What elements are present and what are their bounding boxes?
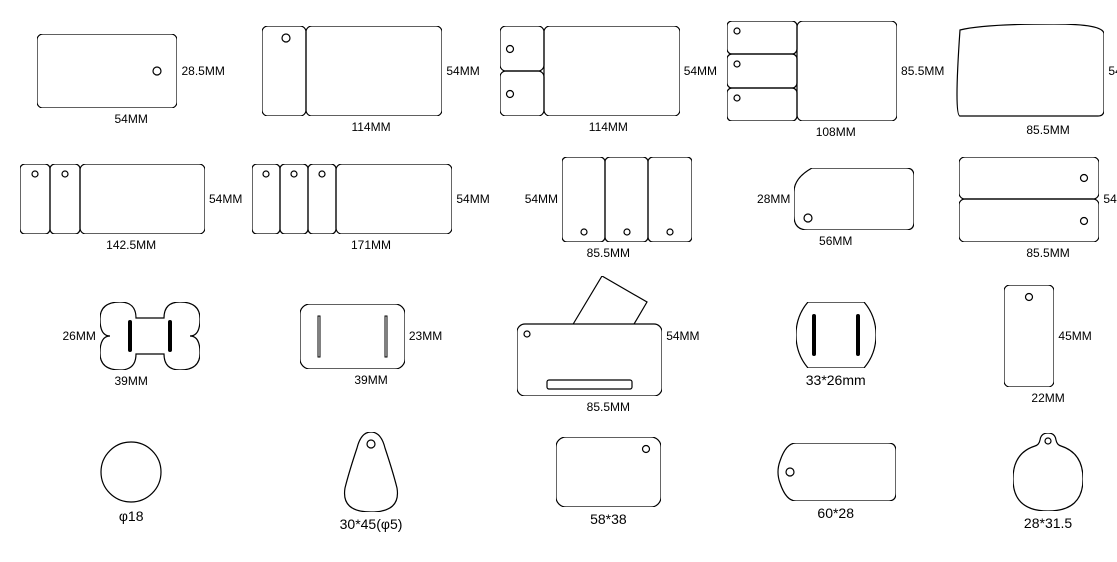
w-label: 171MM xyxy=(351,238,391,252)
h-label: 54MM xyxy=(525,192,558,206)
r4c3: 58*38 xyxy=(500,422,717,542)
r2c5: 54MM 85.5MM xyxy=(954,148,1117,268)
h-label: 54MM xyxy=(209,192,242,206)
w-label: 39MM xyxy=(115,374,148,388)
w-label: 85.5MM xyxy=(1026,123,1069,137)
h-label: 85.5MM xyxy=(901,64,944,78)
h-label: 54MM xyxy=(1103,192,1117,206)
h-label: 54MM xyxy=(446,64,479,78)
r1c5: 54MM 85.5MM xyxy=(954,20,1117,140)
caption: 30*45(φ5) xyxy=(340,516,403,532)
r2c2: 54MM 171MM xyxy=(252,148,489,268)
r2c3: 54MM 85.5MM xyxy=(500,148,717,268)
h-label: 54MM xyxy=(1108,64,1117,78)
w-label: 114MM xyxy=(351,120,390,134)
r1c2: 54MM 114MM xyxy=(252,20,489,140)
w-label: 85.5MM xyxy=(587,400,630,414)
r4c2: 30*45(φ5) xyxy=(252,422,489,542)
r1c4: 85.5MM 108MM xyxy=(727,20,944,140)
w-label: 39MM xyxy=(354,373,387,387)
w-label: 54MM xyxy=(115,112,148,126)
h-label: 28MM xyxy=(757,192,790,206)
w-label: 22MM xyxy=(1031,391,1064,405)
caption: 33*26mm xyxy=(806,372,866,388)
r2c4: 28MM 56MM xyxy=(727,148,944,268)
r4c4: 60*28 xyxy=(727,422,944,542)
w-label: 114MM xyxy=(589,120,628,134)
w-label: 56MM xyxy=(819,234,852,248)
r2c1: 54MM 142.5MM xyxy=(20,148,242,268)
w-label: 142.5MM xyxy=(106,238,156,252)
w-label: 108MM xyxy=(816,125,856,139)
r3c5: 45MM 22MM xyxy=(954,276,1117,414)
r4c5: 28*31.5 xyxy=(954,422,1117,542)
h-label: 23MM xyxy=(409,329,442,343)
h-label: 54MM xyxy=(456,192,489,206)
h-label: 45MM xyxy=(1058,329,1091,343)
r3c4: 33*26mm xyxy=(727,276,944,414)
h-label: 26MM xyxy=(63,329,96,343)
h-label: 28.5MM xyxy=(181,64,224,78)
caption: 28*31.5 xyxy=(1024,515,1072,531)
h-label: 54MM xyxy=(684,64,717,78)
r3c1: 26MM 39MM xyxy=(20,276,242,414)
r4c1: φ18 xyxy=(20,422,242,542)
caption: 58*38 xyxy=(590,511,627,527)
r3c3: 54MM 85.5MM xyxy=(500,276,717,414)
h-label: 54MM xyxy=(666,329,699,343)
r1c3: 54MM 114MM xyxy=(500,20,717,140)
caption: φ18 xyxy=(119,508,144,524)
w-label: 85.5MM xyxy=(1026,246,1069,260)
r3c2: 23MM 39MM xyxy=(252,276,489,414)
r1c1: 28.5MM 54MM xyxy=(20,20,242,140)
w-label: 85.5MM xyxy=(587,246,630,260)
caption: 60*28 xyxy=(817,505,854,521)
